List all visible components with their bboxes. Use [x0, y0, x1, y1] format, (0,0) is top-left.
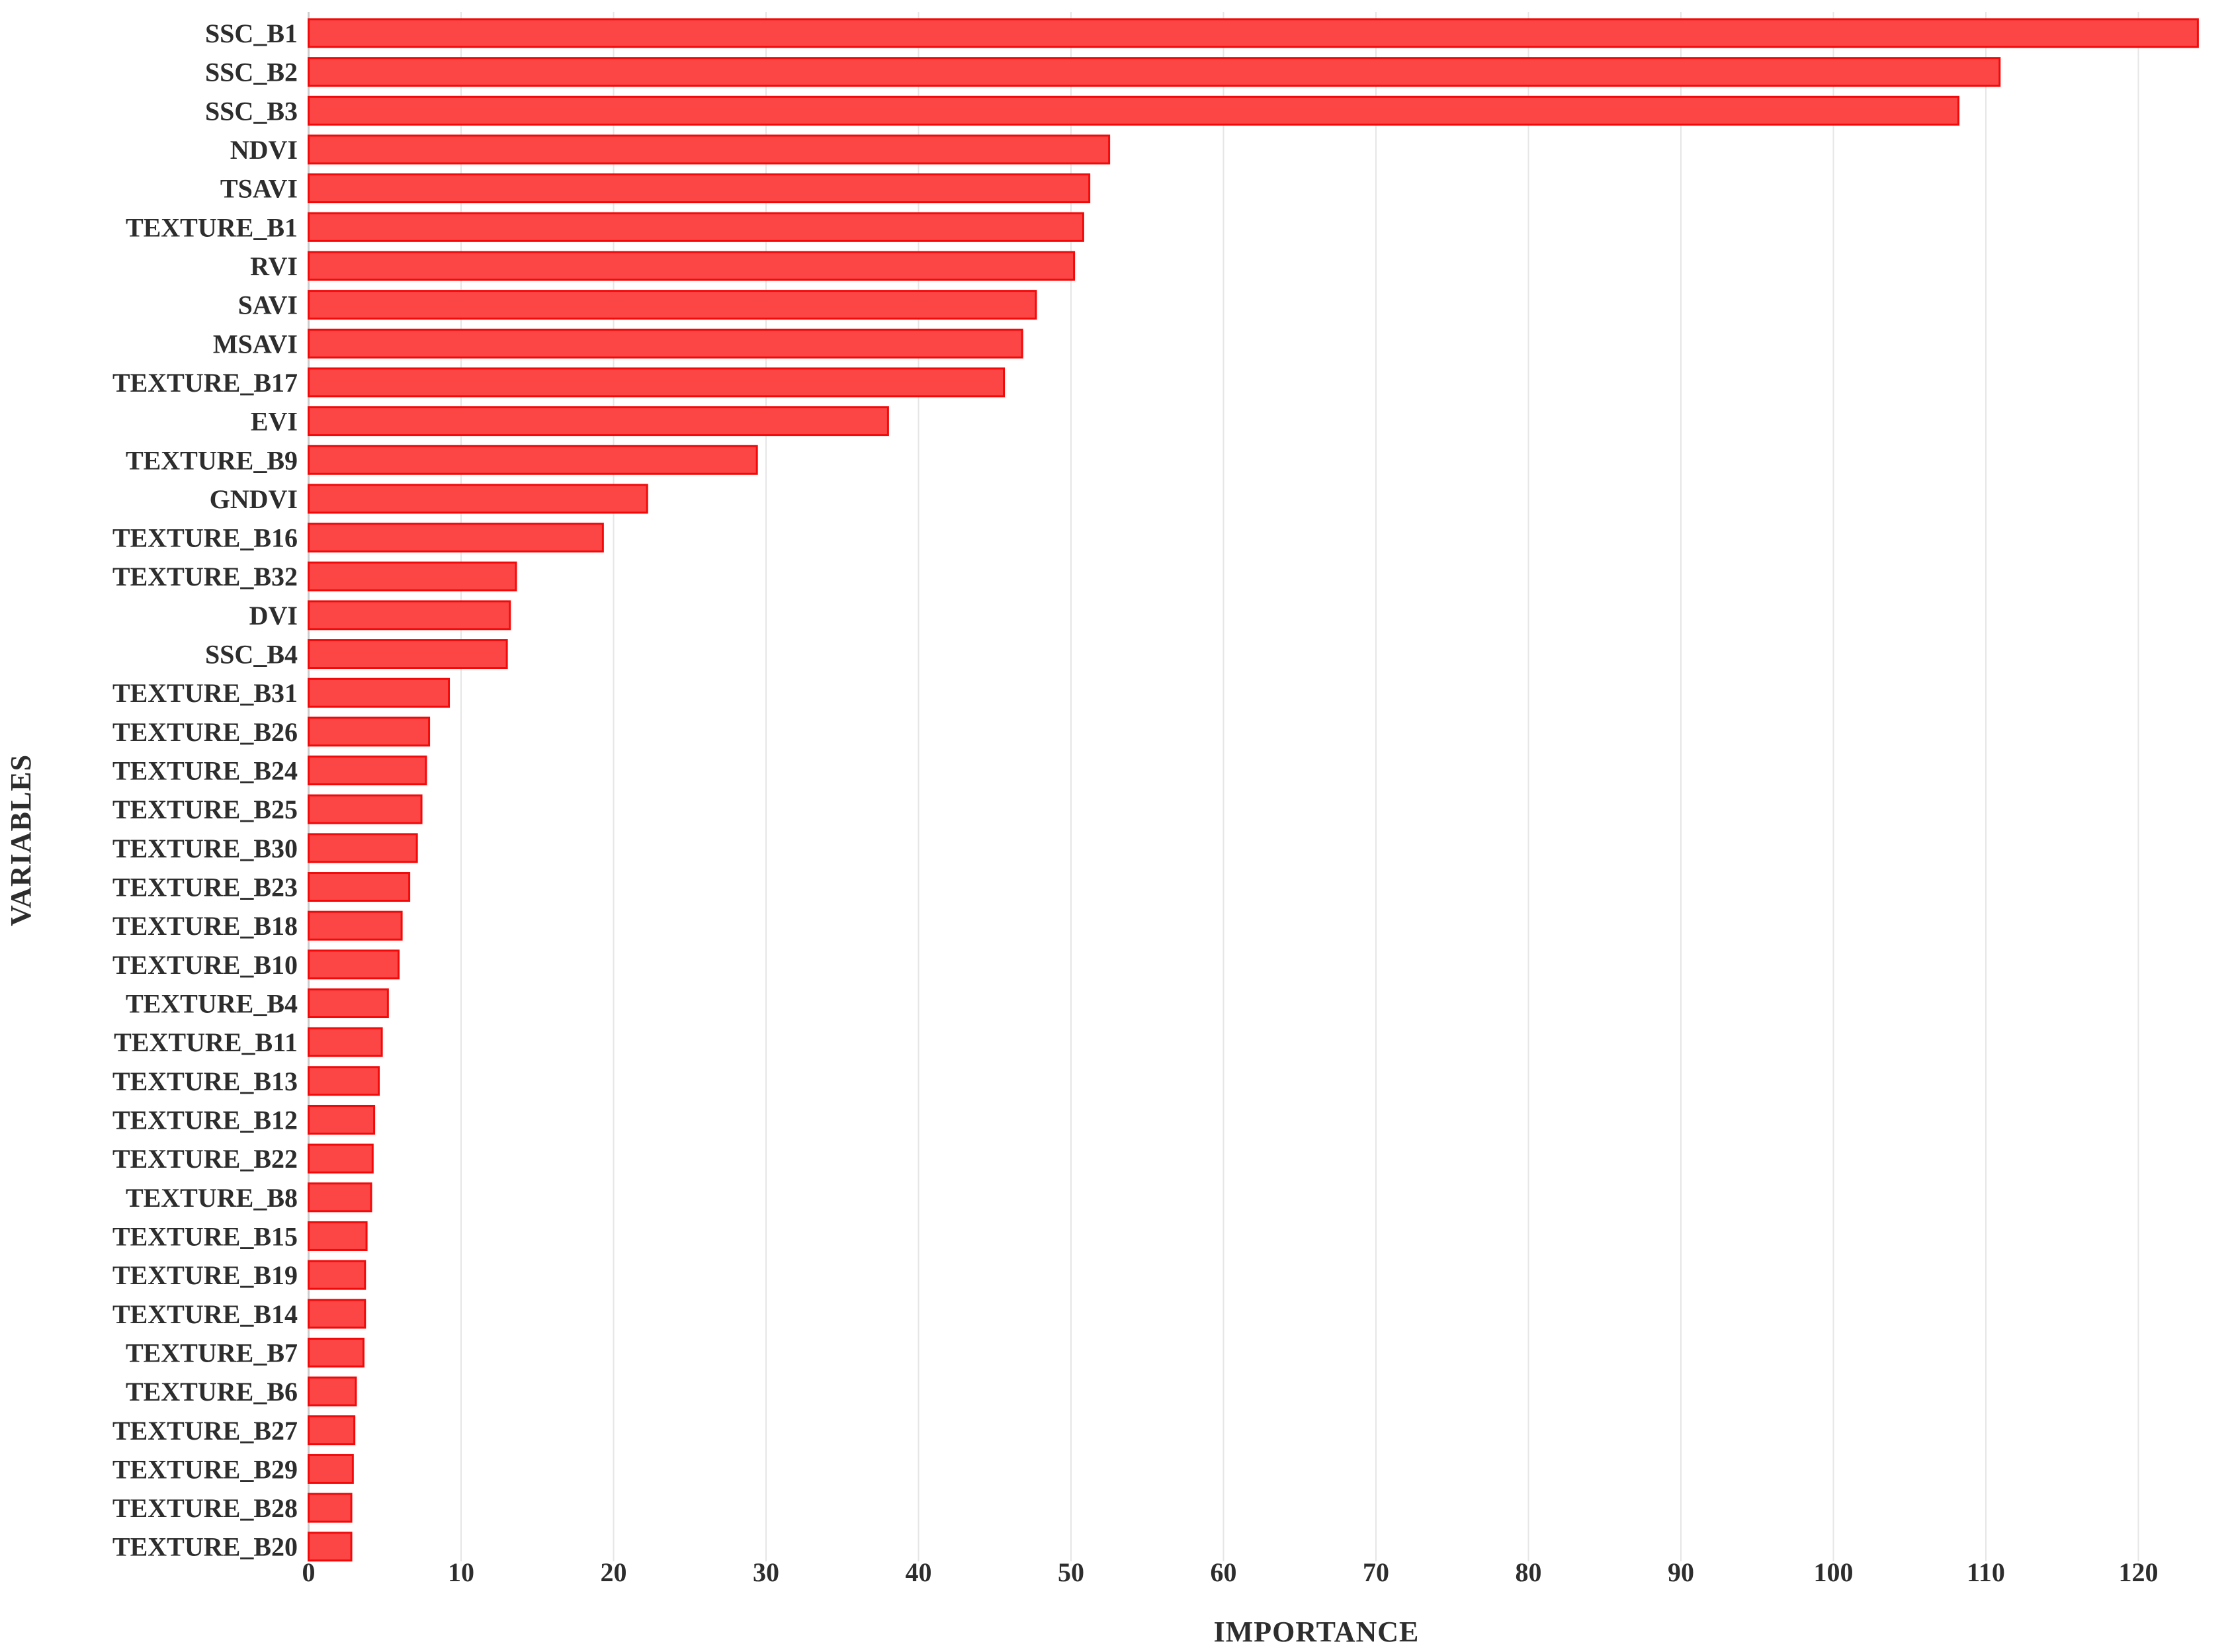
xtick-label-10: 10 — [448, 1557, 474, 1587]
bar-label-TEXTURE_B10: TEXTURE_B10 — [112, 950, 298, 980]
bar-SSC_B2 — [308, 57, 2001, 87]
bar-TEXTURE_B17 — [308, 367, 1006, 398]
bar-label-TEXTURE_B23: TEXTURE_B23 — [112, 873, 298, 902]
bar-label-SSC_B2: SSC_B2 — [205, 58, 298, 87]
bar-label-NDVI: NDVI — [230, 135, 298, 165]
bar-MSAVI — [308, 328, 1023, 359]
bar-TEXTURE_B18 — [308, 910, 403, 941]
bar-label-MSAVI: MSAVI — [213, 329, 298, 359]
bar-TEXTURE_B4 — [308, 988, 389, 1018]
xtick-label-20: 20 — [601, 1557, 627, 1587]
bar-label-SAVI: SAVI — [238, 290, 298, 320]
bar-label-TEXTURE_B24: TEXTURE_B24 — [112, 756, 298, 786]
bar-SSC_B1 — [308, 18, 2199, 48]
bar-TEXTURE_B16 — [308, 523, 604, 553]
x-axis-title: IMPORTANCE — [1214, 1616, 1420, 1648]
bar-label-SSC_B4: SSC_B4 — [205, 640, 298, 670]
bar-label-TEXTURE_B22: TEXTURE_B22 — [112, 1144, 298, 1174]
bar-label-RVI: RVI — [250, 251, 298, 281]
bar-label-TEXTURE_B6: TEXTURE_B6 — [126, 1377, 298, 1407]
bar-label-TEXTURE_B17: TEXTURE_B17 — [112, 368, 298, 398]
bar-label-TEXTURE_B12: TEXTURE_B12 — [112, 1105, 298, 1135]
bar-TEXTURE_B31 — [308, 677, 450, 708]
bar-label-TEXTURE_B25: TEXTURE_B25 — [112, 795, 298, 824]
bar-label-TSAVI: TSAVI — [220, 174, 298, 204]
bar-SSC_B4 — [308, 639, 508, 670]
xtick-label-80: 80 — [1516, 1557, 1542, 1587]
bar-TEXTURE_B15 — [308, 1221, 368, 1251]
bar-TEXTURE_B23 — [308, 872, 411, 902]
xtick-label-120: 120 — [2119, 1557, 2159, 1587]
bar-SSC_B3 — [308, 95, 1960, 126]
bar-TEXTURE_B6 — [308, 1376, 357, 1407]
bar-label-SSC_B3: SSC_B3 — [205, 96, 298, 126]
bar-label-TEXTURE_B26: TEXTURE_B26 — [112, 717, 298, 747]
bar-TEXTURE_B25 — [308, 794, 423, 824]
bar-TEXTURE_B30 — [308, 833, 418, 863]
xtick-label-0: 0 — [302, 1557, 316, 1587]
bar-label-TEXTURE_B28: TEXTURE_B28 — [112, 1493, 298, 1523]
bar-TEXTURE_B26 — [308, 717, 431, 747]
bar-label-GNDVI: GNDVI — [210, 484, 298, 514]
bar-label-TEXTURE_B8: TEXTURE_B8 — [126, 1183, 298, 1213]
xtick-label-110: 110 — [1967, 1557, 2005, 1587]
bar-TEXTURE_B1 — [308, 212, 1084, 242]
bar-TEXTURE_B7 — [308, 1337, 364, 1368]
bar-TEXTURE_B14 — [308, 1299, 366, 1329]
xtick-label-100: 100 — [1814, 1557, 1854, 1587]
xtick-label-30: 30 — [753, 1557, 779, 1587]
bar-TEXTURE_B19 — [308, 1260, 366, 1290]
bar-EVI — [308, 406, 889, 437]
xtick-label-50: 50 — [1058, 1557, 1084, 1587]
bar-RVI — [308, 251, 1076, 281]
bar-label-TEXTURE_B16: TEXTURE_B16 — [112, 523, 298, 553]
bar-DVI — [308, 600, 511, 630]
bar-label-TEXTURE_B32: TEXTURE_B32 — [112, 562, 298, 591]
bar-label-TEXTURE_B18: TEXTURE_B18 — [112, 911, 298, 941]
bar-GNDVI — [308, 484, 648, 514]
bar-NDVI — [308, 134, 1111, 165]
bar-TEXTURE_B20 — [308, 1532, 353, 1562]
plot-area: 0 10 20 30 40 50 60 70 80 90 100 110 120 SSC_B1 SSC_B2… — [112, 12, 2199, 1587]
bar-label-TEXTURE_B15: TEXTURE_B15 — [112, 1221, 298, 1251]
bar-TSAVI — [308, 173, 1091, 204]
bar-label-TEXTURE_B4: TEXTURE_B4 — [126, 989, 298, 1019]
bar-TEXTURE_B12 — [308, 1104, 376, 1135]
y-axis-title: VARIABLES — [5, 754, 37, 926]
bar-TEXTURE_B8 — [308, 1182, 372, 1213]
bar-TEXTURE_B11 — [308, 1027, 383, 1057]
bar-label-SSC_B1: SSC_B1 — [205, 19, 298, 48]
bar-TEXTURE_B27 — [308, 1415, 356, 1446]
bar-TEXTURE_B22 — [308, 1143, 374, 1174]
bar-TEXTURE_B9 — [308, 445, 758, 475]
bar-label-TEXTURE_B30: TEXTURE_B30 — [112, 834, 298, 863]
bar-label-TEXTURE_B13: TEXTURE_B13 — [112, 1066, 298, 1096]
bar-label-DVI: DVI — [249, 601, 298, 630]
bar-label-TEXTURE_B29: TEXTURE_B29 — [112, 1454, 298, 1484]
bar-label-TEXTURE_B1: TEXTURE_B1 — [126, 212, 298, 242]
bar-TEXTURE_B29 — [308, 1454, 354, 1484]
bar-TEXTURE_B10 — [308, 949, 400, 980]
xtick-label-40: 40 — [906, 1557, 932, 1587]
xtick-label-70: 70 — [1363, 1557, 1389, 1587]
bar-label-TEXTURE_B14: TEXTURE_B14 — [112, 1299, 298, 1329]
bar-label-TEXTURE_B7: TEXTURE_B7 — [126, 1338, 298, 1368]
bar-label-TEXTURE_B11: TEXTURE_B11 — [114, 1027, 298, 1057]
xtick-label-90: 90 — [1668, 1557, 1694, 1587]
bar-label-TEXTURE_B20: TEXTURE_B20 — [112, 1532, 298, 1562]
bar-label-TEXTURE_B9: TEXTURE_B9 — [126, 445, 298, 475]
bar-label-TEXTURE_B19: TEXTURE_B19 — [112, 1260, 298, 1290]
bar-TEXTURE_B13 — [308, 1066, 380, 1096]
bar-TEXTURE_B32 — [308, 561, 517, 591]
bar-label-TEXTURE_B27: TEXTURE_B27 — [112, 1416, 298, 1446]
bar-label-TEXTURE_B31: TEXTURE_B31 — [112, 678, 298, 708]
bar-TEXTURE_B28 — [308, 1493, 353, 1523]
xtick-label-60: 60 — [1211, 1557, 1237, 1587]
bar-TEXTURE_B24 — [308, 756, 427, 786]
bar-label-EVI: EVI — [251, 407, 298, 437]
bar-SAVI — [308, 290, 1037, 320]
